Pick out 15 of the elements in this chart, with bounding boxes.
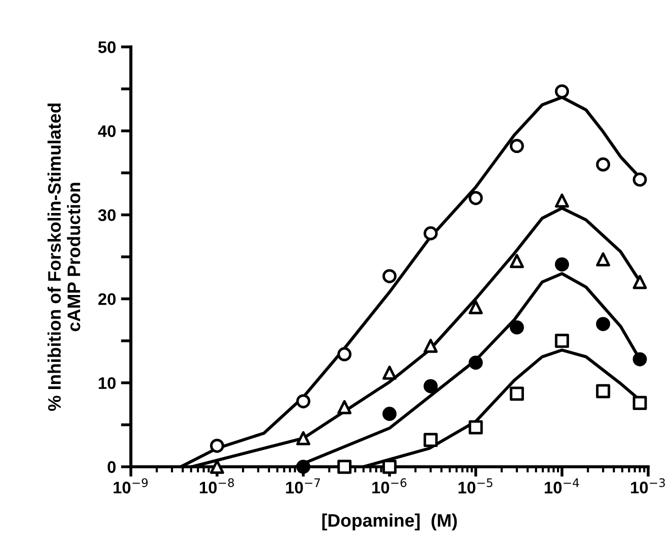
x-tick-label: 10$^{−4}$ (544, 478, 579, 494)
y-axis-title: % Inhibition of Forskolin-Stimulated cAMP Production (48, 104, 80, 411)
y-tick-label: 30 (98, 209, 116, 222)
y-tick-label: 10 (98, 377, 116, 389)
y-tick-label: 20 (98, 293, 116, 306)
x-tick-label: 10$^{−5}$ (458, 478, 492, 494)
x-tick-label: 10$^{−3}$ (630, 478, 665, 494)
y-tick-label: 0 (108, 461, 116, 473)
x-tick-label: 10$^{−8}$ (200, 478, 234, 494)
x-tick-label: 10$^{−9}$ (114, 478, 148, 494)
x-tick-label: 10$^{−7}$ (286, 478, 320, 494)
x-axis-title: [Dopamine] (M) (322, 514, 457, 530)
x-tick-label: 10$^{−6}$ (372, 478, 406, 494)
y-tick-label: 40 (98, 125, 116, 138)
y-tick-label: 50 (98, 41, 116, 54)
